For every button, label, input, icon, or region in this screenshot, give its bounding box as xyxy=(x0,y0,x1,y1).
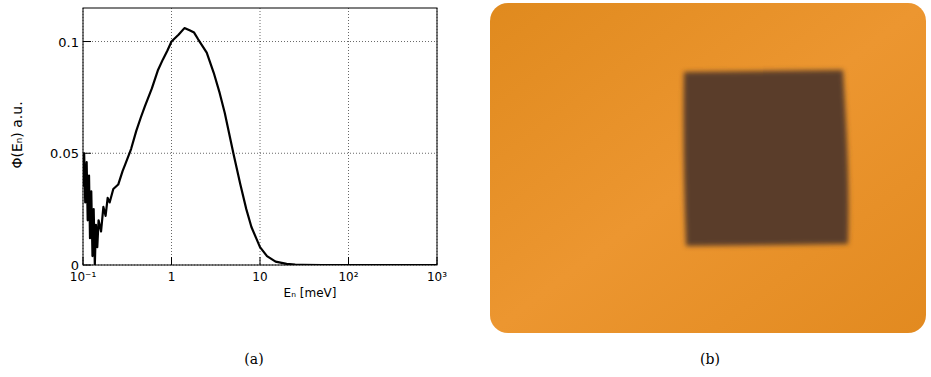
panel-caption: (a) xyxy=(244,351,263,367)
film xyxy=(490,3,926,333)
spectrum-line xyxy=(83,28,437,265)
x-tick xyxy=(437,257,438,265)
y-axis-label: Φ(Eₙ) a.u. xyxy=(9,101,25,168)
y-tick-label: 0 xyxy=(71,258,79,273)
x-axis-label: Eₙ [meV] xyxy=(284,286,337,300)
x-tick xyxy=(260,257,261,265)
x-tick-label: 10² xyxy=(338,270,358,284)
x-grid-line xyxy=(260,8,261,265)
y-tick-label: 0.1 xyxy=(58,35,79,50)
x-grid-line xyxy=(171,8,172,265)
y-tick-label: 0.05 xyxy=(50,146,79,161)
x-tick-label: 1 xyxy=(168,270,176,284)
x-tick xyxy=(348,257,349,265)
y-tick xyxy=(83,265,91,266)
plot-area xyxy=(83,28,437,265)
panel-caption: (b) xyxy=(700,351,720,367)
photo xyxy=(490,3,926,333)
x-tick xyxy=(171,257,172,265)
x-tick xyxy=(83,257,84,265)
y-grid-line xyxy=(83,41,437,42)
x-tick-label: 10 xyxy=(252,270,267,284)
x-tick-label: 10³ xyxy=(427,270,447,284)
plot-frame xyxy=(83,8,437,265)
y-tick xyxy=(83,41,91,42)
y-grid-line xyxy=(83,153,437,154)
y-tick xyxy=(83,153,91,154)
figure: 10⁻¹11010²10³00.050.1Eₙ [meV]Φ(Eₙ) a.u.(… xyxy=(0,0,931,377)
exposed-square xyxy=(684,70,849,246)
x-grid-line xyxy=(348,8,349,265)
